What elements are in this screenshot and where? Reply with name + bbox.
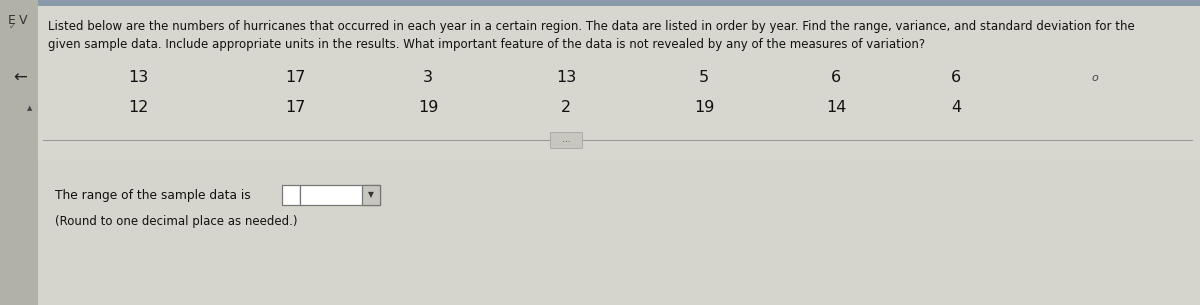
Text: 6: 6 <box>950 70 961 85</box>
Text: 14: 14 <box>826 101 846 116</box>
Bar <box>362 185 380 205</box>
Text: Listed below are the numbers of hurricanes that occurred in each year in a certa: Listed below are the numbers of hurrican… <box>48 20 1135 33</box>
Text: 17: 17 <box>284 70 305 85</box>
Bar <box>0 0 1200 6</box>
Text: 17: 17 <box>284 101 305 116</box>
Text: ▲: ▲ <box>28 105 32 111</box>
Text: 19: 19 <box>418 101 438 116</box>
Text: ▼: ▼ <box>368 191 374 199</box>
Text: (Round to one decimal place as needed.): (Round to one decimal place as needed.) <box>55 216 298 228</box>
Text: 19: 19 <box>694 101 714 116</box>
Text: ...: ... <box>562 135 570 145</box>
Text: 13: 13 <box>128 70 148 85</box>
Bar <box>300 185 380 205</box>
Text: 6: 6 <box>830 70 841 85</box>
Text: ←: ← <box>13 69 26 87</box>
Bar <box>550 132 582 148</box>
Text: 2: 2 <box>560 101 571 116</box>
Text: 4: 4 <box>950 101 961 116</box>
Text: V: V <box>19 14 28 27</box>
Text: 12: 12 <box>128 101 148 116</box>
Text: given sample data. Include appropriate units in the results. What important feat: given sample data. Include appropriate u… <box>48 38 925 51</box>
Text: o: o <box>1092 73 1098 83</box>
Text: ✓: ✓ <box>8 22 16 31</box>
Bar <box>0 0 38 305</box>
Text: 5: 5 <box>698 70 709 85</box>
Bar <box>282 185 300 205</box>
Bar <box>38 6 1200 161</box>
Text: The range of the sample data is: The range of the sample data is <box>55 188 251 202</box>
Text: E: E <box>8 14 16 27</box>
Text: 3: 3 <box>424 70 433 85</box>
Text: 13: 13 <box>556 70 576 85</box>
